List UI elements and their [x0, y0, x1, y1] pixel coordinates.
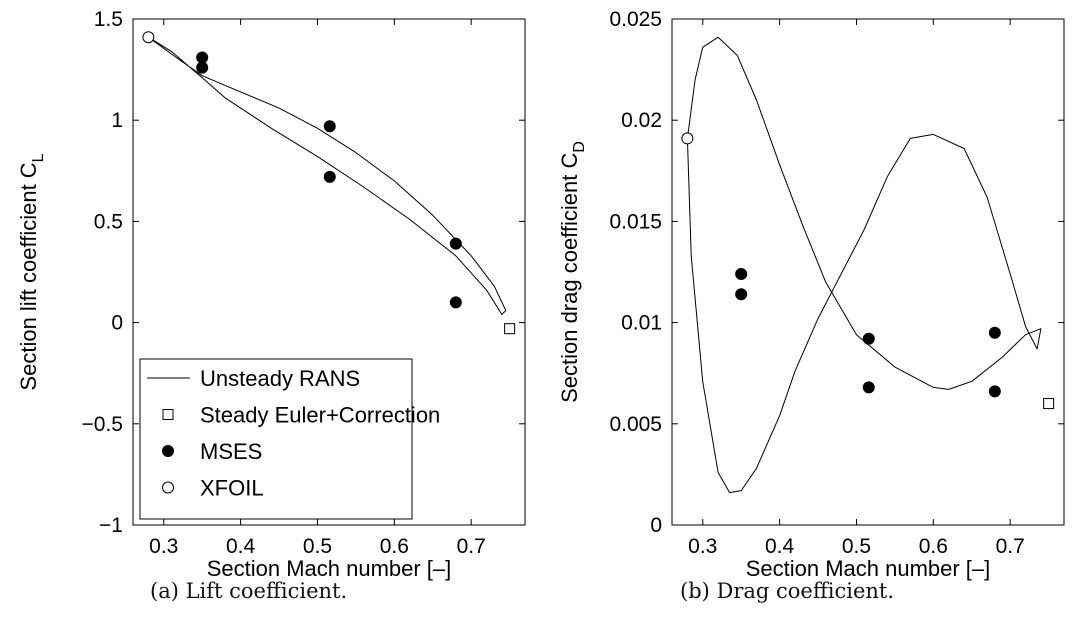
data-point-mses [196, 61, 209, 74]
data-point-mses [323, 170, 336, 183]
data-point-mses [988, 385, 1001, 398]
x-tick-label: 0.6 [380, 535, 409, 558]
legend-label: Unsteady RANS [200, 366, 360, 391]
caption-b: (b) Drag coefficient. [680, 579, 895, 603]
legend-swatch-filled-circle [162, 445, 174, 457]
series-line-unsteady-rans [686, 36, 1042, 494]
y-tick-label: −1 [99, 514, 123, 537]
data-point-mses [735, 268, 748, 281]
data-point-mses [196, 51, 209, 64]
data-point-mses [862, 381, 875, 394]
data-point-mses [735, 288, 748, 301]
x-tick-label: 0.3 [149, 535, 178, 558]
y-tick-label: 1.5 [94, 8, 123, 31]
y-tick-label: 0.025 [609, 8, 662, 31]
x-tick-label: 0.7 [457, 535, 486, 558]
data-point-steady-euler-correction [1043, 398, 1055, 410]
data-point-mses [449, 237, 462, 250]
legend-box [139, 358, 413, 520]
data-point-mses [449, 296, 462, 309]
y-axis-label-subscript: D [571, 141, 588, 153]
y-tick-label: 0.02 [621, 109, 662, 132]
legend-label: Steady Euler+Correction [200, 403, 440, 428]
legend: Unsteady RANS Steady Euler+Correction MSES… [139, 358, 440, 520]
x-axis-label: Section Mach number [–] [207, 556, 452, 581]
x-tick-label: 0.5 [842, 535, 871, 558]
data-point-mses [323, 120, 336, 133]
legend-label: XFOIL [200, 476, 264, 501]
x-tick-label: 0.5 [303, 535, 332, 558]
data-point-mses [988, 326, 1001, 339]
y-tick-label: 0.005 [609, 413, 662, 436]
y-axis-label-main: Section lift coefficient C [16, 162, 41, 390]
chart-panel-a: 0.3 0.4 0.5 0.6 0.7 −1 −0.5 0 0.5 1 1.5 Section Mac… [16, 8, 526, 581]
y-tick-label: 0 [650, 514, 662, 537]
x-tick-label: 0.6 [919, 535, 948, 558]
data-point-xfoil [142, 31, 155, 44]
y-tick-label: −0.5 [82, 413, 123, 436]
y-axis-label: Section drag coefficient CD [557, 141, 588, 403]
y-tick-label: 0.5 [94, 210, 123, 233]
y-axis-label-main: Section drag coefficient C [557, 153, 582, 403]
series-line-unsteady-rans [147, 36, 507, 315]
legend-swatch-open-circle [162, 481, 174, 494]
y-axis-label: Section lift coefficient CL [16, 153, 47, 390]
data-point-xfoil [681, 132, 694, 145]
y-tick-label: 0 [111, 312, 123, 335]
x-tick-label: 0.4 [765, 535, 795, 558]
y-tick-label: 0.01 [621, 312, 662, 335]
chart-panel-b: 0.3 0.4 0.5 0.6 0.7 0 0.005 0.01 0.015 0.02 0.025 S… [557, 8, 1065, 581]
data-point-steady-euler-correction [504, 323, 516, 335]
data-point-mses [862, 332, 875, 345]
x-tick-label: 0.4 [226, 535, 256, 558]
legend-label: MSES [200, 439, 262, 464]
caption-a: (a) Lift coefficient. [150, 579, 348, 603]
y-tick-label: 1 [111, 109, 123, 132]
y-axis-label-subscript: L [30, 153, 47, 162]
x-tick-label: 0.7 [996, 535, 1025, 558]
plot-area-b [671, 18, 1065, 526]
x-tick-label: 0.3 [688, 535, 717, 558]
legend-swatch-square [162, 409, 174, 420]
y-tick-label: 0.015 [609, 210, 662, 233]
x-axis-label: Section Mach number [–] [746, 556, 991, 581]
